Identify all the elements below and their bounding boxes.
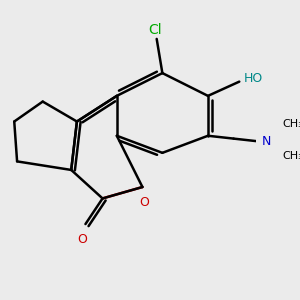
Text: CH₃: CH₃ xyxy=(283,119,300,129)
Text: HO: HO xyxy=(244,72,263,85)
Text: Cl: Cl xyxy=(148,23,162,38)
Text: N: N xyxy=(262,135,271,148)
Text: CH₃: CH₃ xyxy=(283,151,300,161)
Text: O: O xyxy=(78,232,88,246)
Text: O: O xyxy=(139,196,149,208)
